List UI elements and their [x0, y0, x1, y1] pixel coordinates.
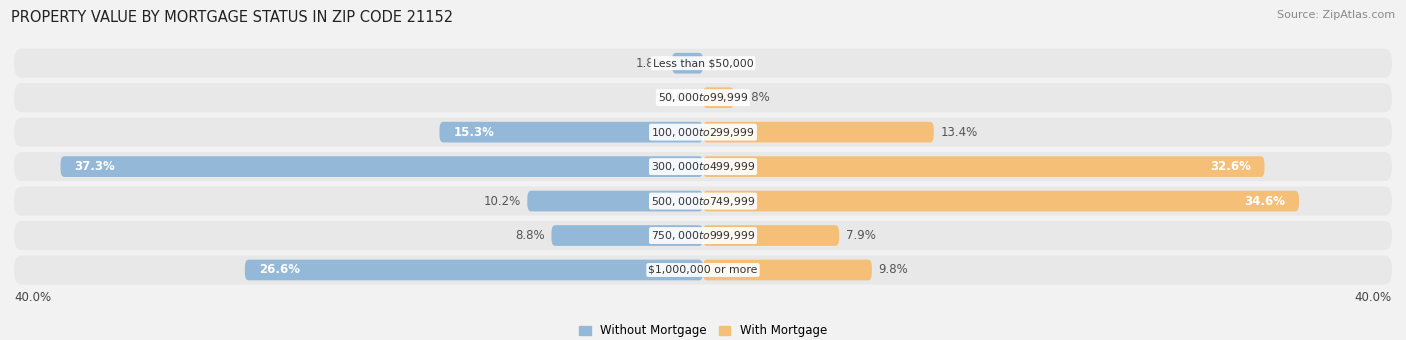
FancyBboxPatch shape: [14, 221, 1392, 250]
Text: 15.3%: 15.3%: [453, 126, 494, 139]
FancyBboxPatch shape: [440, 122, 703, 142]
FancyBboxPatch shape: [245, 260, 703, 280]
Text: $50,000 to $99,999: $50,000 to $99,999: [658, 91, 748, 104]
FancyBboxPatch shape: [14, 118, 1392, 147]
FancyBboxPatch shape: [14, 83, 1392, 112]
FancyBboxPatch shape: [60, 156, 703, 177]
Text: 32.6%: 32.6%: [1209, 160, 1251, 173]
FancyBboxPatch shape: [703, 260, 872, 280]
Text: 40.0%: 40.0%: [1355, 291, 1392, 304]
Text: 34.6%: 34.6%: [1244, 194, 1285, 207]
Text: 8.8%: 8.8%: [515, 229, 544, 242]
FancyBboxPatch shape: [14, 49, 1392, 78]
Text: 26.6%: 26.6%: [259, 264, 299, 276]
Legend: Without Mortgage, With Mortgage: Without Mortgage, With Mortgage: [574, 319, 832, 340]
Text: 0.0%: 0.0%: [711, 57, 741, 70]
FancyBboxPatch shape: [14, 187, 1392, 216]
Text: $300,000 to $499,999: $300,000 to $499,999: [651, 160, 755, 173]
FancyBboxPatch shape: [703, 156, 1264, 177]
Text: 37.3%: 37.3%: [75, 160, 115, 173]
Text: $100,000 to $299,999: $100,000 to $299,999: [651, 126, 755, 139]
Text: PROPERTY VALUE BY MORTGAGE STATUS IN ZIP CODE 21152: PROPERTY VALUE BY MORTGAGE STATUS IN ZIP…: [11, 10, 453, 25]
Text: 1.8%: 1.8%: [636, 57, 665, 70]
FancyBboxPatch shape: [14, 152, 1392, 181]
FancyBboxPatch shape: [14, 256, 1392, 285]
Text: Source: ZipAtlas.com: Source: ZipAtlas.com: [1277, 10, 1395, 20]
Text: 9.8%: 9.8%: [879, 264, 908, 276]
Text: 1.8%: 1.8%: [741, 91, 770, 104]
Text: 7.9%: 7.9%: [846, 229, 876, 242]
Text: 13.4%: 13.4%: [941, 126, 979, 139]
FancyBboxPatch shape: [672, 53, 703, 73]
FancyBboxPatch shape: [527, 191, 703, 211]
Text: Less than $50,000: Less than $50,000: [652, 58, 754, 68]
Text: $1,000,000 or more: $1,000,000 or more: [648, 265, 758, 275]
Text: $500,000 to $749,999: $500,000 to $749,999: [651, 194, 755, 207]
FancyBboxPatch shape: [703, 191, 1299, 211]
FancyBboxPatch shape: [703, 87, 734, 108]
FancyBboxPatch shape: [703, 122, 934, 142]
Text: 0.0%: 0.0%: [665, 91, 695, 104]
Text: $750,000 to $999,999: $750,000 to $999,999: [651, 229, 755, 242]
FancyBboxPatch shape: [551, 225, 703, 246]
Text: 10.2%: 10.2%: [484, 194, 520, 207]
Text: 40.0%: 40.0%: [14, 291, 51, 304]
FancyBboxPatch shape: [703, 225, 839, 246]
